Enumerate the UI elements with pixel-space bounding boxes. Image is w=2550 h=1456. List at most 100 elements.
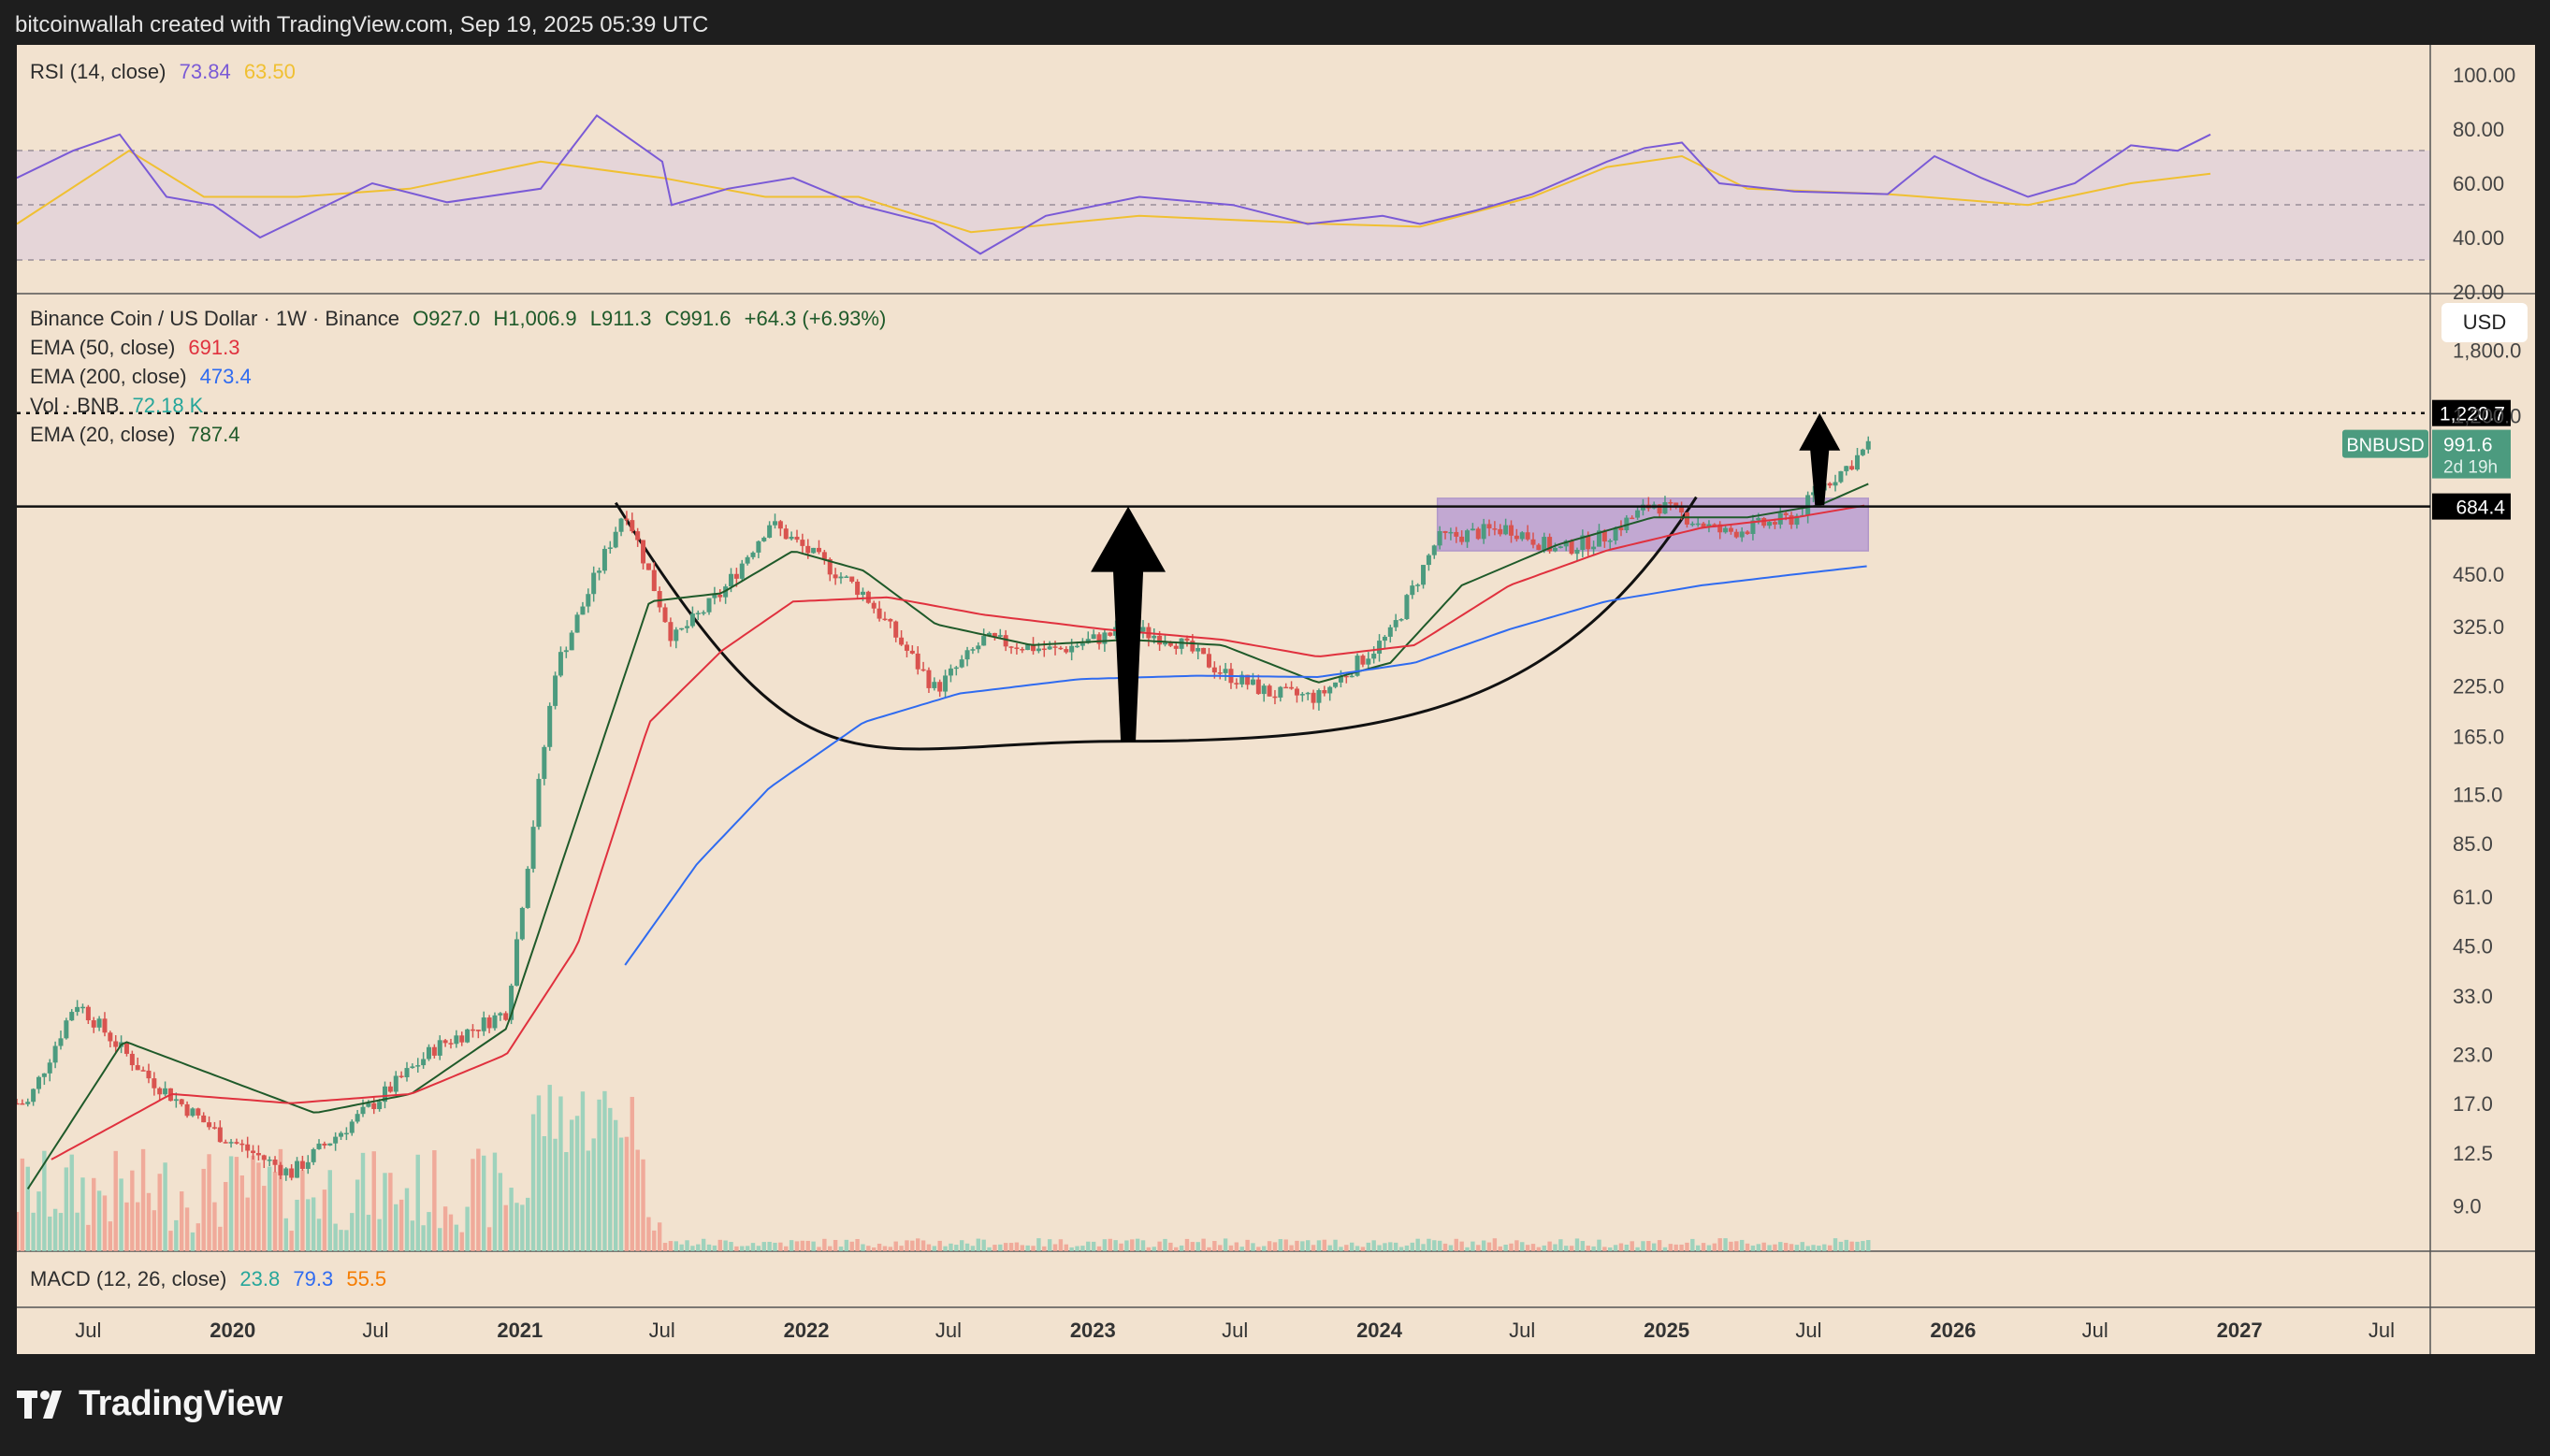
candle-body	[1552, 548, 1558, 552]
candle-body	[393, 1075, 398, 1092]
volume-bar	[1234, 1242, 1239, 1251]
volume-bar	[1295, 1240, 1299, 1251]
volume-bar	[1377, 1245, 1382, 1251]
candle-body	[129, 1053, 135, 1066]
candle-body	[877, 608, 882, 619]
time-axis-label: Jul	[2369, 1319, 2395, 1342]
candle-body	[893, 621, 899, 638]
candle-body	[355, 1114, 360, 1122]
candle-body	[1195, 647, 1201, 652]
volume-bar	[1657, 1240, 1662, 1251]
candle-body	[1333, 682, 1339, 687]
volume-bar	[1102, 1239, 1108, 1251]
volume-bar	[1184, 1238, 1190, 1251]
candle-body	[207, 1122, 212, 1128]
candle-body	[1234, 683, 1239, 685]
candle-body	[1486, 524, 1492, 529]
price-axis-label: 12.5	[2453, 1142, 2493, 1165]
candle-body	[607, 547, 613, 549]
candle-body	[255, 1153, 261, 1156]
volume-bar	[789, 1240, 794, 1251]
candle-body	[1404, 595, 1410, 620]
candle-body	[833, 574, 838, 579]
candle-body	[1767, 522, 1773, 526]
candle-body	[1509, 525, 1514, 536]
volume-bar	[1789, 1244, 1794, 1251]
candle-body	[1723, 527, 1729, 533]
candle-body	[948, 668, 953, 676]
rsi-axis-label: 20.00	[2453, 281, 2504, 304]
candle-body	[1272, 696, 1278, 699]
rsi-axis-label: 80.00	[2453, 118, 2504, 141]
candle-body	[190, 1108, 196, 1117]
candle-body	[953, 667, 959, 670]
candle-body	[1283, 686, 1289, 689]
volume-bar	[108, 1221, 113, 1251]
volume-bar	[1509, 1243, 1514, 1251]
candle-body	[586, 594, 591, 607]
candle-body	[783, 528, 789, 540]
volume-bar	[140, 1148, 146, 1251]
volume-bar	[339, 1230, 343, 1251]
price-axis-label: 23.0	[2453, 1044, 2493, 1067]
volume-bar	[1393, 1242, 1398, 1251]
candle-body	[816, 547, 821, 553]
volume-bar	[910, 1240, 915, 1251]
candle-body	[146, 1070, 152, 1079]
candle-body	[1591, 546, 1597, 550]
volume-bar	[536, 1095, 542, 1251]
candle-body	[1684, 512, 1689, 525]
volume-bar	[1383, 1243, 1387, 1251]
volume-bar	[976, 1238, 981, 1251]
candle-body	[987, 632, 992, 637]
volume-bar	[1344, 1245, 1349, 1251]
volume-bar	[1602, 1247, 1607, 1251]
candle-body	[767, 525, 773, 538]
currency-button[interactable]: USD	[2441, 303, 2528, 342]
volume-bar	[1355, 1246, 1360, 1251]
candle-body	[1756, 517, 1761, 521]
volume-bar	[1146, 1247, 1152, 1251]
volume-bar	[949, 1243, 953, 1251]
volume-bar	[1058, 1239, 1064, 1251]
volume-bar	[1008, 1243, 1014, 1251]
volume-bar	[1591, 1246, 1596, 1251]
volume-bar	[388, 1173, 393, 1251]
volume-bar	[1597, 1239, 1601, 1251]
tradingview-logo-icon	[17, 1390, 69, 1419]
candle-body	[1206, 654, 1211, 668]
volume-bar	[80, 1177, 85, 1251]
candle-body	[1761, 517, 1767, 526]
candle-body	[442, 1040, 448, 1044]
volume-bar	[427, 1212, 431, 1251]
volume-bar	[574, 1116, 580, 1251]
candle-body	[943, 675, 949, 692]
candle-body	[1255, 679, 1261, 695]
volume-bar	[1042, 1246, 1047, 1251]
candle-body	[1366, 658, 1371, 665]
volume-bar	[482, 1155, 486, 1251]
candle-body	[630, 520, 635, 532]
volume-bar	[696, 1244, 701, 1251]
volume-bar	[1113, 1240, 1118, 1251]
chart-frame[interactable]: 1,220.7 684.4 BNBUSD 991.6 2d 19h 1,800.0 1,2…	[14, 45, 2535, 1354]
chart-canvas[interactable]: 1,220.7 684.4 BNBUSD 991.62d 19h 1,800.0 1,2…	[14, 45, 2535, 1354]
tradingview-logo[interactable]: TradingView	[17, 1384, 283, 1424]
candle-body	[1613, 527, 1618, 541]
candle-body	[750, 552, 756, 557]
volume-bar	[1514, 1240, 1519, 1251]
volume-bar	[822, 1238, 827, 1251]
volume-bar	[86, 1224, 91, 1251]
candle-body	[123, 1042, 129, 1054]
ema-line-2	[624, 565, 1867, 966]
volume-bar	[668, 1241, 674, 1251]
volume-bar	[674, 1241, 678, 1251]
candle-body	[1025, 644, 1031, 651]
volume-bar	[1773, 1244, 1777, 1251]
candle-body	[1096, 634, 1102, 644]
candle-body	[733, 573, 739, 579]
volume-bar	[1805, 1246, 1810, 1251]
volume-bar	[1844, 1239, 1848, 1251]
volume-bar	[311, 1197, 316, 1251]
levels-layer: 1,220.7 684.4 BNBUSD 991.62d 19h	[17, 399, 2511, 520]
